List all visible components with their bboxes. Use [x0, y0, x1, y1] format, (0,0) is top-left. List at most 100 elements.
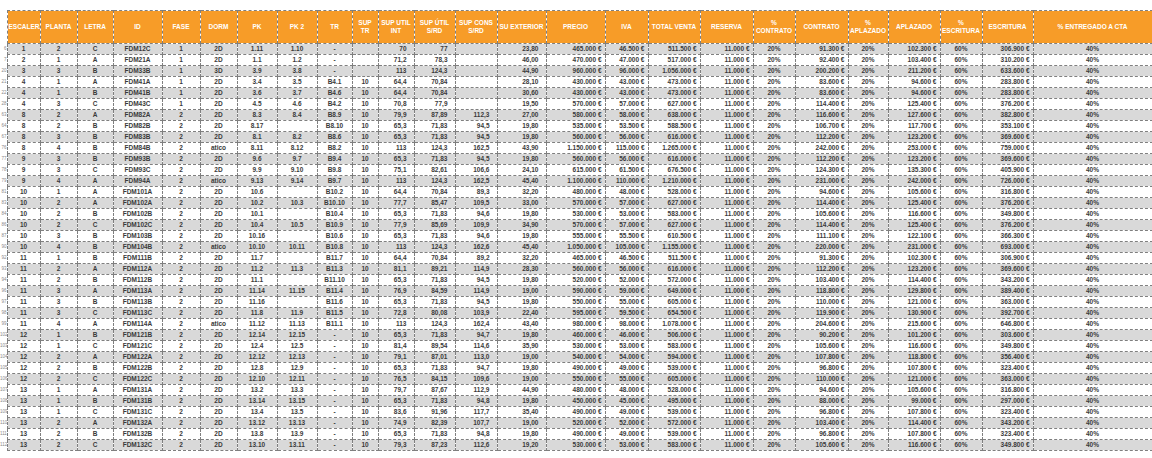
cell-precio[interactable]: 470.000 €	[546, 55, 605, 66]
cell-reserva[interactable]: 11.000 €	[700, 374, 753, 385]
cell-contrato[interactable]: 94.600 €	[795, 385, 848, 396]
cell-total_venta[interactable]: 473.000 €	[648, 77, 700, 88]
cell-pct_escritura[interactable]: 60%	[940, 440, 982, 451]
cell-pct_contrato[interactable]: 20%	[753, 110, 795, 121]
cell-pct_entregado_cta[interactable]: 40%	[1033, 363, 1152, 374]
cell-sup_util_int[interactable]: 65,3	[378, 330, 414, 341]
cell-dorm[interactable]: 2D	[200, 264, 237, 275]
cell-pct_entregado_cta[interactable]: 40%	[1033, 275, 1152, 286]
cell-pct_aplazado[interactable]: 20%	[848, 330, 888, 341]
cell-su_exterior[interactable]: 28,10	[497, 77, 546, 88]
cell-total_venta[interactable]: 649.000 €	[648, 286, 700, 297]
cell-total_venta[interactable]: 572.000 €	[648, 275, 700, 286]
cell-total_venta[interactable]: 588.500 €	[648, 121, 700, 132]
cell-aplazado[interactable]: 114.400 €	[888, 275, 940, 286]
cell-fase[interactable]: 2	[162, 176, 200, 187]
cell-contrato[interactable]: 105.600 €	[795, 341, 848, 352]
cell-escritura[interactable]: 369.600 €	[982, 132, 1033, 143]
cell-iva[interactable]: 52.000 €	[605, 418, 648, 429]
cell-sup_tr[interactable]: 10	[352, 429, 378, 440]
cell-tr[interactable]: -	[317, 363, 352, 374]
cell-total_venta[interactable]: 506.000 €	[648, 330, 700, 341]
cell-letra[interactable]: A	[77, 286, 113, 297]
cell-pk2[interactable]: 1.10	[277, 44, 317, 55]
cell-total_venta[interactable]: 539.000 €	[648, 407, 700, 418]
cell-contrato[interactable]: 105.600 €	[795, 209, 848, 220]
cell-contrato[interactable]: 91.300 €	[795, 44, 848, 55]
cell-id[interactable]: FDM83B	[113, 132, 162, 143]
cell-tr[interactable]: B4.1	[317, 77, 352, 88]
cell-escritura[interactable]: 369.600 €	[982, 264, 1033, 275]
cell-reserva[interactable]: 11.000 €	[700, 154, 753, 165]
cell-escritura[interactable]: 376.200 €	[982, 99, 1033, 110]
cell-escalera[interactable]: 10	[7, 231, 40, 242]
cell-pct_contrato[interactable]: 20%	[753, 132, 795, 143]
cell-aplazado[interactable]: 116.600 €	[888, 341, 940, 352]
cell-pk2[interactable]: 12.13	[277, 352, 317, 363]
cell-precio[interactable]: 530.000 €	[546, 209, 605, 220]
cell-iva[interactable]: 53.500 €	[605, 121, 648, 132]
cell-letra[interactable]: A	[77, 264, 113, 275]
column-header-dorm[interactable]: DORM	[200, 11, 237, 44]
cell-pct_entregado_cta[interactable]: 40%	[1033, 143, 1152, 154]
cell-iva[interactable]: 48.000 €	[605, 187, 648, 198]
cell-pct_entregado_cta[interactable]: 40%	[1033, 55, 1152, 66]
cell-su_exterior[interactable]: 23,80	[497, 44, 546, 55]
cell-dorm[interactable]: 2D	[200, 209, 237, 220]
cell-contrato[interactable]: 92.400 €	[795, 55, 848, 66]
cell-sup_tr[interactable]: 10	[352, 253, 378, 264]
cell-fase[interactable]: 2	[162, 242, 200, 253]
cell-pct_contrato[interactable]: 20%	[753, 44, 795, 55]
cell-reserva[interactable]: 11.000 €	[700, 187, 753, 198]
cell-escritura[interactable]: 349.800 €	[982, 209, 1033, 220]
cell-sup_tr[interactable]: 10	[352, 385, 378, 396]
cell-reserva[interactable]: 11.000 €	[700, 319, 753, 330]
cell-aplazado[interactable]: 125.400 €	[888, 198, 940, 209]
cell-contrato[interactable]: 83.600 €	[795, 88, 848, 99]
cell-dorm[interactable]: 2D	[200, 154, 237, 165]
cell-dorm[interactable]: 2D	[200, 110, 237, 121]
cell-escritura[interactable]: 316.800 €	[982, 385, 1033, 396]
cell-escalera[interactable]: 9	[7, 154, 40, 165]
cell-sup_util_srd[interactable]: 124,3	[414, 143, 455, 154]
cell-sup_cons_srd[interactable]	[455, 66, 497, 77]
cell-pct_escritura[interactable]: 60%	[940, 275, 982, 286]
cell-escritura[interactable]: 389.400 €	[982, 286, 1033, 297]
cell-escritura[interactable]: 343.200 €	[982, 418, 1033, 429]
cell-pct_entregado_cta[interactable]: 40%	[1033, 319, 1152, 330]
cell-escalera[interactable]: 13	[7, 418, 40, 429]
cell-total_venta[interactable]: 528.000 €	[648, 385, 700, 396]
cell-planta[interactable]: 2	[40, 198, 77, 209]
cell-fase[interactable]: 1	[162, 77, 200, 88]
cell-reserva[interactable]: 11.000 €	[700, 407, 753, 418]
cell-pct_aplazado[interactable]: 20%	[848, 121, 888, 132]
cell-sup_cons_srd[interactable]	[455, 88, 497, 99]
cell-dorm[interactable]: 2D	[200, 121, 237, 132]
cell-tr[interactable]: B10.6	[317, 231, 352, 242]
cell-tr[interactable]: B9.8	[317, 165, 352, 176]
cell-dorm[interactable]: atico	[200, 143, 237, 154]
cell-pk[interactable]: 11.16	[237, 297, 277, 308]
cell-precio[interactable]: 555.000 €	[546, 231, 605, 242]
cell-planta[interactable]: 3	[40, 154, 77, 165]
cell-sup_tr[interactable]: 10	[352, 231, 378, 242]
cell-letra[interactable]: C	[77, 374, 113, 385]
cell-dorm[interactable]: 2D	[200, 165, 237, 176]
cell-pct_escritura[interactable]: 60%	[940, 187, 982, 198]
cell-pct_contrato[interactable]: 20%	[753, 275, 795, 286]
cell-sup_cons_srd[interactable]: 94,5	[455, 121, 497, 132]
cell-letra[interactable]: A	[77, 352, 113, 363]
cell-letra[interactable]: B	[77, 154, 113, 165]
cell-pk[interactable]: 3.9	[237, 66, 277, 77]
cell-precio[interactable]: 1.150.000 €	[546, 143, 605, 154]
cell-total_venta[interactable]: 473.000 €	[648, 88, 700, 99]
cell-planta[interactable]: 1	[40, 341, 77, 352]
cell-sup_util_int[interactable]: 77,9	[378, 220, 414, 231]
cell-su_exterior[interactable]: 28,30	[497, 264, 546, 275]
cell-pk[interactable]: 12.14	[237, 330, 277, 341]
cell-tr[interactable]: -	[317, 407, 352, 418]
cell-planta[interactable]: 2	[40, 429, 77, 440]
cell-tr[interactable]: B11.5	[317, 308, 352, 319]
cell-pct_escritura[interactable]: 60%	[940, 44, 982, 55]
cell-pk[interactable]: 1.1	[237, 55, 277, 66]
